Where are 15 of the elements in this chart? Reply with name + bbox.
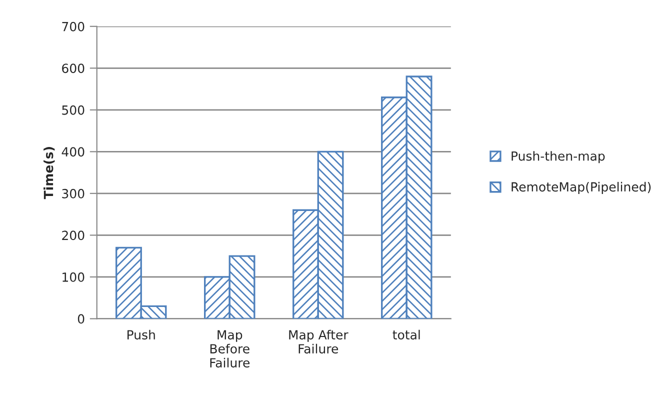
x-tick-label: Map Before Failure (210, 330, 250, 368)
y-axis-title: Time(s) (44, 147, 55, 200)
x-tick-label: Push (128, 330, 155, 340)
y-tick-label: 0 (78, 314, 84, 324)
x-tick-label: total (392, 330, 420, 340)
legend-label: Push-then-map (512, 151, 605, 164)
y-tick-label: 700 (62, 22, 84, 32)
y-tick-label: 400 (62, 147, 84, 157)
y-tick-label: 100 (62, 272, 84, 282)
y-tick-label: 300 (62, 188, 84, 198)
y-tick-label: 500 (62, 105, 84, 115)
legend-label: RemoteMap(Pipelined) (512, 182, 651, 194)
x-tick-label: Map After Failure (289, 330, 348, 354)
y-tick-label: 200 (62, 230, 84, 240)
y-tick-label: 600 (62, 64, 84, 74)
